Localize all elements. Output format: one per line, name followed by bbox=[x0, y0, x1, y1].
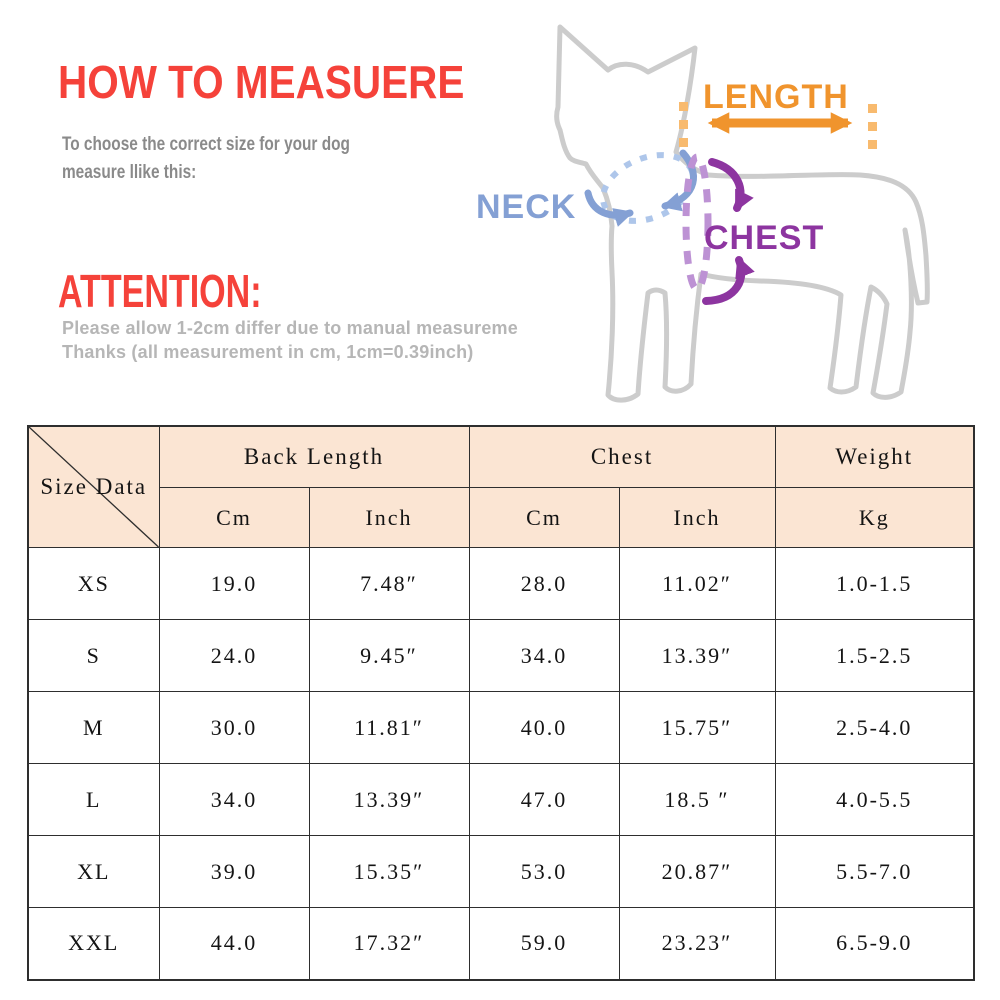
subheader-chest-cm: Cm bbox=[468, 487, 620, 548]
table-cell: 47.0 bbox=[468, 763, 620, 836]
neck-label: NECK bbox=[476, 188, 577, 226]
corner-cell: Size Data bbox=[27, 425, 160, 548]
table-cell: 39.0 bbox=[158, 835, 310, 908]
table-cell: 13.39″ bbox=[308, 763, 470, 836]
table-cell: 15.35″ bbox=[308, 835, 470, 908]
subheader-backlength-cm: Cm bbox=[158, 487, 310, 548]
length-guide-dots bbox=[679, 102, 877, 149]
attention-line-2: Thanks (all measurement in cm, 1cm=0.39i… bbox=[62, 342, 474, 362]
page-title: HOW TO MEASUERE bbox=[58, 56, 465, 108]
table-row: L 34.0 13.39″ 47.0 18.5 ″ 4.0-5.5 bbox=[27, 763, 975, 836]
subheader-weight-kg: Kg bbox=[774, 487, 975, 548]
subtitle-line-1: To choose the correct size for your dog bbox=[62, 134, 350, 155]
table-cell: 28.0 bbox=[468, 547, 620, 620]
chest-label: CHEST bbox=[704, 219, 825, 257]
size-label: M bbox=[27, 691, 160, 764]
dog-measure-diagram: LENGTH NECK CHEST bbox=[460, 12, 994, 408]
table-cell: 18.5 ″ bbox=[618, 763, 776, 836]
dog-outline-illustration bbox=[554, 24, 930, 403]
table-cell: 34.0 bbox=[468, 619, 620, 692]
table-cell: 34.0 bbox=[158, 763, 310, 836]
table-sub-header-row: Cm Inch Cm Inch Kg bbox=[28, 487, 975, 548]
chest-arrow-upper-icon bbox=[708, 158, 754, 212]
attention-title: ATTENTION: bbox=[58, 265, 262, 317]
table-cell: 1.0-1.5 bbox=[774, 547, 975, 620]
table-cell: 30.0 bbox=[158, 691, 310, 764]
size-label: XS bbox=[27, 547, 160, 620]
table-cell: 7.48″ bbox=[308, 547, 470, 620]
table-cell: 6.5-9.0 bbox=[774, 907, 975, 980]
size-label: XL bbox=[27, 835, 160, 908]
table-row: M 30.0 11.81″ 40.0 15.75″ 2.5-4.0 bbox=[27, 691, 975, 764]
table-cell: 11.81″ bbox=[308, 691, 470, 764]
table-row: S 24.0 9.45″ 34.0 13.39″ 1.5-2.5 bbox=[27, 619, 975, 692]
corner-diagonal-line bbox=[29, 427, 159, 547]
subheader-chest-inch: Inch bbox=[618, 487, 776, 548]
dog-diagram-canvas bbox=[554, 24, 930, 403]
size-chart-table: Size Data Back Length Chest Weight Cm In… bbox=[27, 425, 976, 981]
size-label: L bbox=[27, 763, 160, 836]
length-label: LENGTH bbox=[703, 78, 849, 116]
table-cell: 53.0 bbox=[468, 835, 620, 908]
table-row: XXL 44.0 17.32″ 59.0 23.23″ 6.5-9.0 bbox=[27, 907, 975, 980]
chest-arrow-lower-icon bbox=[702, 256, 755, 305]
table-cell: 17.32″ bbox=[308, 907, 470, 980]
subheader-backlength-inch: Inch bbox=[308, 487, 470, 548]
attention-body: Please allow 1-2cm differ due to manual … bbox=[62, 316, 518, 364]
table-cell: 19.0 bbox=[158, 547, 310, 620]
corner-label: Size Data bbox=[40, 474, 148, 499]
table-cell: 4.0-5.5 bbox=[774, 763, 975, 836]
neck-arrow-upper-icon bbox=[661, 149, 697, 212]
table-cell: 40.0 bbox=[468, 691, 620, 764]
table-row: XL 39.0 15.35″ 53.0 20.87″ 5.5-7.0 bbox=[27, 835, 975, 908]
table-cell: 44.0 bbox=[158, 907, 310, 980]
table-cell: 1.5-2.5 bbox=[774, 619, 975, 692]
chest-dashed-ellipse bbox=[682, 153, 712, 293]
table-cell: 23.23″ bbox=[618, 907, 776, 980]
header-weight: Weight bbox=[774, 425, 975, 488]
table-cell: 59.0 bbox=[468, 907, 620, 980]
table-group-header-row: Size Data Back Length Chest Weight bbox=[27, 425, 975, 548]
header-back-length: Back Length bbox=[158, 425, 470, 488]
table-cell: 9.45″ bbox=[308, 619, 470, 692]
subtitle: To choose the correct size for your dog … bbox=[62, 131, 350, 187]
header-chest: Chest bbox=[468, 425, 776, 488]
size-label: S bbox=[27, 619, 160, 692]
table-cell: 15.75″ bbox=[618, 691, 776, 764]
table-cell: 2.5-4.0 bbox=[774, 691, 975, 764]
table-cell: 13.39″ bbox=[618, 619, 776, 692]
table-cell: 24.0 bbox=[158, 619, 310, 692]
size-label: XXL bbox=[27, 907, 160, 980]
subtitle-line-2: measure llike this: bbox=[62, 162, 197, 183]
neck-arrow-lower-icon bbox=[584, 189, 634, 227]
table-cell: 11.02″ bbox=[618, 547, 776, 620]
table-cell: 5.5-7.0 bbox=[774, 835, 975, 908]
table-row: XS 19.0 7.48″ 28.0 11.02″ 1.0-1.5 bbox=[27, 547, 975, 620]
attention-line-1: Please allow 1-2cm differ due to manual … bbox=[62, 318, 518, 338]
table-cell: 20.87″ bbox=[618, 835, 776, 908]
